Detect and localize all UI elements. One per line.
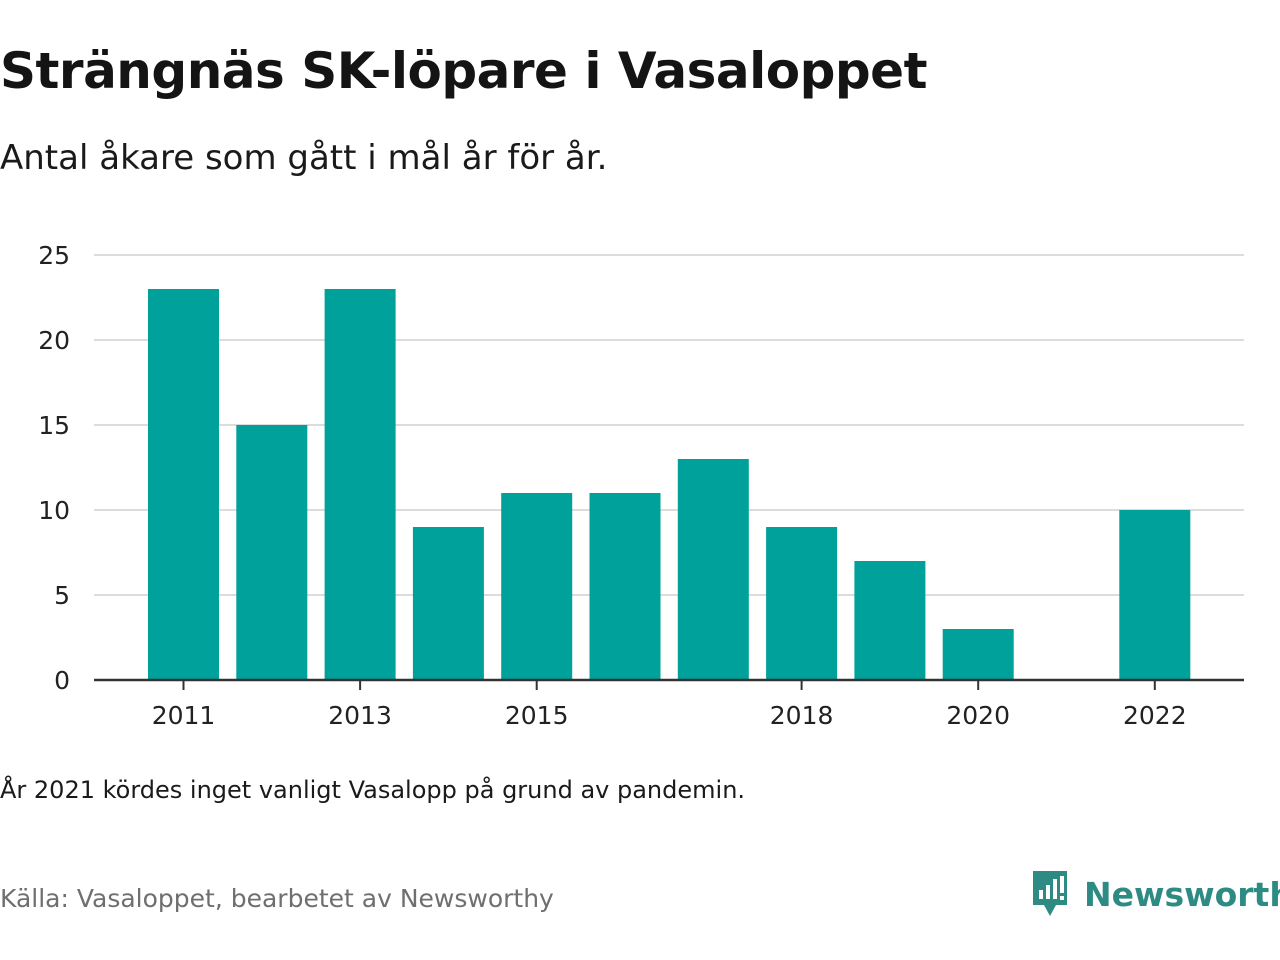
newsworthy-logo-icon xyxy=(1033,871,1067,916)
y-tick-label: 10 xyxy=(38,496,70,525)
x-tick-label: 2011 xyxy=(152,701,216,730)
bar-2016 xyxy=(589,493,661,680)
bar-2018 xyxy=(766,527,838,680)
chart-note: År 2021 kördes inget vanligt Vasalopp på… xyxy=(0,776,746,804)
bars xyxy=(148,289,1191,680)
x-tick-label: 2022 xyxy=(1123,701,1187,730)
bar-2014 xyxy=(412,527,484,680)
bar-2019 xyxy=(854,561,926,680)
bar-2020 xyxy=(942,629,1014,680)
y-axis-labels: 0 5 10 15 20 25 xyxy=(38,241,70,695)
x-tick-label: 2020 xyxy=(946,701,1010,730)
y-tick-label: 20 xyxy=(38,326,70,355)
bar-2022 xyxy=(1119,510,1191,680)
bar-2013 xyxy=(324,289,396,680)
chart-subtitle: Antal åkare som gått i mål år för år. xyxy=(0,138,608,178)
brand-logo: Newsworthy xyxy=(1030,868,1280,920)
brand-name: Newsworthy xyxy=(1084,874,1280,914)
y-tick-label: 15 xyxy=(38,411,70,440)
y-tick-label: 25 xyxy=(38,241,70,270)
y-tick-label: 5 xyxy=(54,581,70,610)
bar-2015 xyxy=(501,493,573,680)
x-axis-labels: 2011 2013 2015 2018 2020 2022 xyxy=(152,701,1187,730)
x-axis xyxy=(94,678,1244,690)
bar-chart: 0 5 10 15 20 25 2011 2013 2015 2018 2020 2022 xyxy=(38,241,1244,730)
bar-2012 xyxy=(236,425,308,680)
y-tick-label: 0 xyxy=(54,666,70,695)
x-tick-label: 2015 xyxy=(505,701,569,730)
chart-title: Strängnäs SK-löpare i Vasaloppet xyxy=(0,42,928,100)
source-credit: Källa: Vasaloppet, bearbetet av Newswort… xyxy=(0,884,554,913)
x-tick-label: 2013 xyxy=(328,701,392,730)
x-tick-label: 2018 xyxy=(770,701,834,730)
bar-2011 xyxy=(148,289,219,680)
bar-2017 xyxy=(677,459,749,680)
